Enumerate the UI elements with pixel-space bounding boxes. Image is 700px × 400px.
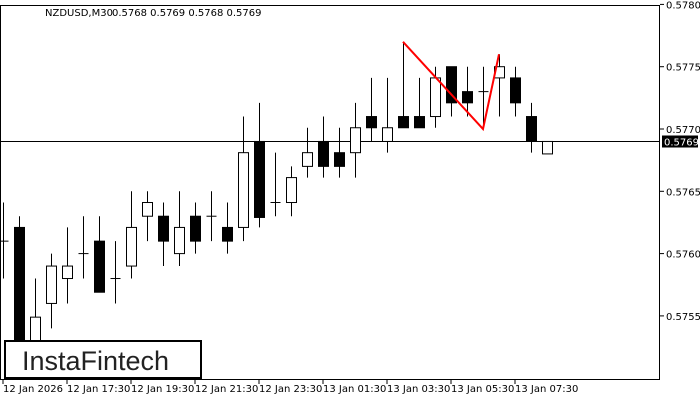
candle-body bbox=[334, 152, 345, 167]
candle-body bbox=[142, 202, 153, 217]
x-tick-label: 12 Jan 21:30 bbox=[195, 384, 258, 395]
x-tick-label: 13 Jan 03:30 bbox=[387, 384, 450, 395]
candle-body bbox=[542, 140, 553, 155]
x-tick-label: 13 Jan 01:30 bbox=[323, 384, 386, 395]
candle-body bbox=[318, 140, 329, 167]
candle-body bbox=[190, 215, 201, 242]
candle-body bbox=[286, 177, 297, 204]
candle bbox=[174, 191, 185, 267]
candle-body bbox=[238, 152, 249, 228]
candle bbox=[510, 66, 521, 117]
candle-body bbox=[14, 226, 25, 354]
candle-body bbox=[382, 127, 393, 142]
pattern-line bbox=[402, 41, 500, 132]
logo-text: InstaFintech bbox=[22, 346, 169, 376]
candle bbox=[350, 102, 361, 178]
candle bbox=[126, 191, 137, 279]
x-tick-label: 12 Jan 2026 bbox=[3, 384, 63, 395]
logo: InstaFintech bbox=[4, 340, 202, 379]
candle-body bbox=[430, 77, 441, 118]
y-tick-label: 0.5760 bbox=[666, 250, 700, 261]
candle-body bbox=[398, 116, 409, 129]
candle bbox=[334, 127, 345, 178]
x-tick-label: 12 Jan 23:30 bbox=[259, 384, 322, 395]
candle bbox=[254, 102, 265, 228]
candle-body bbox=[222, 226, 233, 242]
candle bbox=[78, 216, 89, 279]
candle-body bbox=[126, 226, 137, 267]
candle-body bbox=[46, 265, 57, 304]
candle-body bbox=[158, 215, 169, 242]
candle bbox=[446, 66, 457, 117]
candle bbox=[542, 140, 553, 155]
candle bbox=[46, 253, 57, 329]
ohlc-readout: 0.5768 0.5769 0.5768 0.5769 bbox=[112, 8, 262, 19]
candle-body bbox=[366, 116, 377, 129]
candle bbox=[158, 202, 169, 267]
y-tick-label: 0.5770 bbox=[666, 125, 700, 136]
x-tick-label: 12 Jan 17:30 bbox=[67, 384, 130, 395]
candle bbox=[478, 66, 489, 128]
candle-body bbox=[350, 127, 361, 154]
y-tick-label: 0.5755 bbox=[666, 312, 700, 323]
candle-body bbox=[174, 226, 185, 255]
candle-body bbox=[446, 66, 457, 104]
symbol-label: NZDUSD,M30 bbox=[45, 8, 113, 19]
current-price-label: 0.5769 bbox=[664, 138, 699, 149]
candle bbox=[222, 202, 233, 254]
candle bbox=[382, 77, 393, 153]
candle-body bbox=[302, 152, 313, 167]
y-tick-label: 0.5765 bbox=[666, 187, 700, 198]
candle bbox=[414, 77, 425, 129]
candle bbox=[110, 241, 121, 304]
candle bbox=[206, 191, 217, 242]
y-tick-label: 0.5775 bbox=[666, 63, 700, 74]
candle-body bbox=[510, 77, 521, 104]
x-tick-label: 12 Jan 19:30 bbox=[131, 384, 194, 395]
candle bbox=[526, 102, 537, 153]
candle bbox=[286, 166, 297, 217]
x-tick-label: 13 Jan 05:30 bbox=[451, 384, 514, 395]
current-price-badge: 0.5769 bbox=[662, 135, 699, 149]
candle bbox=[270, 152, 281, 217]
candle-body bbox=[62, 265, 73, 280]
candle-body bbox=[462, 91, 473, 104]
candle-body bbox=[414, 116, 425, 129]
y-tick-label: 0.5780 bbox=[666, 0, 700, 11]
candle bbox=[462, 66, 473, 117]
candle bbox=[190, 202, 201, 254]
candle-body bbox=[254, 140, 265, 218]
candle bbox=[142, 191, 153, 242]
x-tick-label: 13 Jan 07:30 bbox=[515, 384, 578, 395]
candle bbox=[0, 202, 9, 279]
candle bbox=[398, 41, 409, 129]
candle-body bbox=[94, 240, 105, 293]
candle bbox=[302, 127, 313, 178]
candle bbox=[238, 116, 249, 242]
candle bbox=[94, 216, 105, 293]
plot-frame bbox=[0, 5, 660, 380]
candle-body bbox=[526, 116, 537, 142]
candle bbox=[366, 77, 377, 142]
candle bbox=[318, 116, 329, 178]
candle bbox=[62, 227, 73, 304]
